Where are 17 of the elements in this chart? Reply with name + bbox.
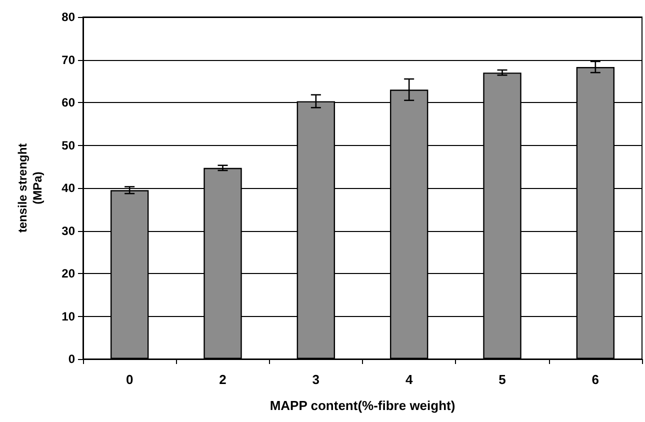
y-tick-label: 0 [68, 352, 76, 366]
y-tick-label: 60 [62, 96, 76, 110]
y-tick-label: 50 [62, 138, 76, 152]
y-tick-label: 80 [62, 10, 76, 24]
y-tick-label: 30 [62, 224, 76, 238]
x-tick-label: 0 [126, 372, 134, 387]
x-tick-label: 3 [312, 372, 320, 387]
x-tick-label: 5 [498, 372, 506, 387]
y-tick-label: 70 [62, 52, 76, 67]
y-tick-label: 20 [62, 266, 76, 280]
y-axis-title: tensile strenght (MPa) [16, 143, 44, 233]
x-tick-label: 2 [219, 372, 226, 387]
y-tick-label: 40 [62, 181, 76, 195]
x-tick-label: 4 [405, 372, 414, 387]
x-axis-title: MAPP content(%-fibre weight) [270, 398, 456, 413]
x-tick-label: 6 [592, 372, 600, 387]
y-tick-label: 10 [62, 309, 76, 324]
